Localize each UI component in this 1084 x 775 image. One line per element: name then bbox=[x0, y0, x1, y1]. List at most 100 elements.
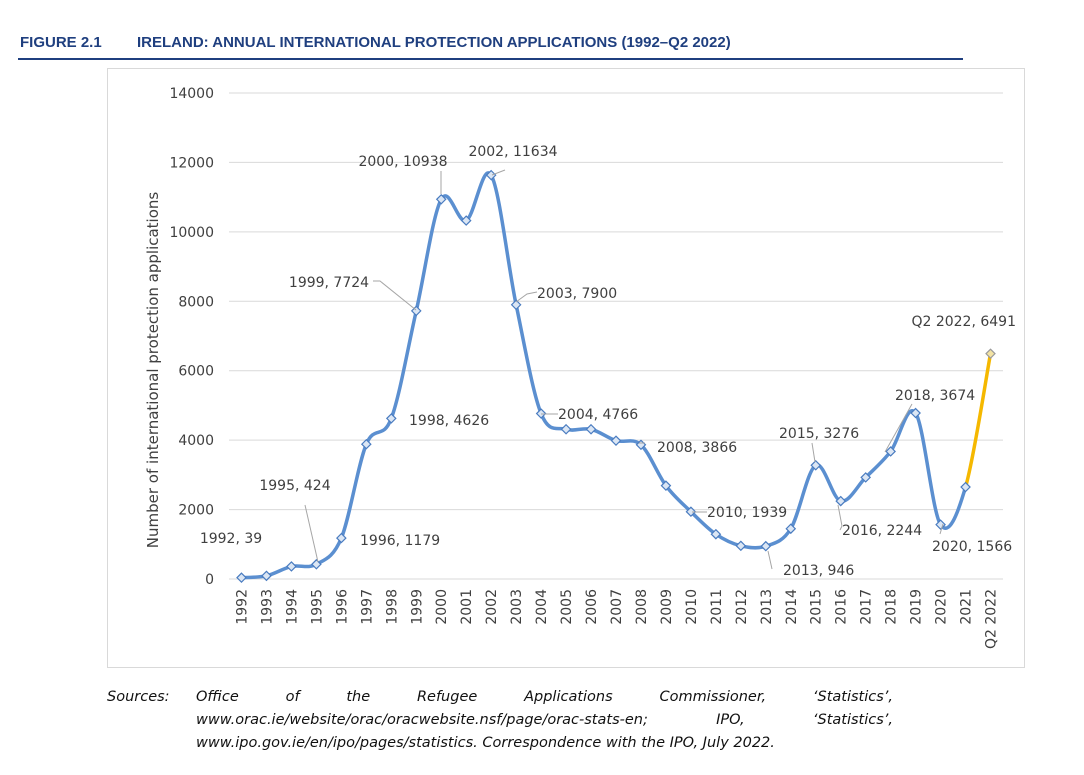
data-point-marker bbox=[236, 572, 247, 583]
data-label: 2020, 1566 bbox=[932, 539, 1012, 555]
x-tick-label: 2000 bbox=[434, 589, 450, 625]
data-point-marker bbox=[560, 423, 572, 435]
data-point-marker bbox=[910, 407, 921, 419]
x-tick-label: 1997 bbox=[359, 589, 375, 625]
data-label: 2016, 2244 bbox=[842, 523, 922, 539]
figure-title: IRELAND: ANNUAL INTERNATIONAL PROTECTION… bbox=[137, 34, 731, 51]
chart-frame bbox=[107, 68, 1025, 668]
figure-header: FIGURE 2.1 IRELAND: ANNUAL INTERNATIONAL… bbox=[18, 30, 963, 60]
data-label: 1996, 1179 bbox=[360, 533, 440, 549]
data-point-marker bbox=[610, 435, 622, 447]
x-tick-label: 2018 bbox=[884, 589, 900, 625]
data-label: 1998, 4626 bbox=[409, 413, 489, 429]
data-point-marker bbox=[935, 519, 946, 530]
y-axis-title: Number of international protection appli… bbox=[144, 192, 162, 549]
data-point-marker bbox=[685, 506, 697, 518]
data-label: 2010, 1939 bbox=[707, 505, 787, 521]
data-point-marker bbox=[435, 193, 447, 205]
x-tick-label: 2019 bbox=[909, 589, 925, 625]
sources-line: www.ipo.gov.ie/en/ipo/pages/statistics. … bbox=[196, 735, 775, 751]
x-tick-label: 1993 bbox=[259, 589, 275, 625]
data-label: 2000, 10938 bbox=[358, 154, 447, 170]
data-label: 2003, 7900 bbox=[537, 286, 617, 302]
data-label: 1999, 7724 bbox=[289, 275, 369, 291]
data-point-marker bbox=[860, 472, 872, 483]
line-chart: 0 2000 4000 6000 8000 10000 12000 14000 Number o… bbox=[144, 86, 1016, 649]
x-tick-label: 1999 bbox=[409, 589, 425, 625]
data-point-marker bbox=[985, 348, 996, 360]
data-label: 2008, 3866 bbox=[657, 440, 737, 456]
x-tick-label: 2005 bbox=[559, 589, 575, 625]
sources-label: Sources: bbox=[107, 689, 170, 705]
figure-number: FIGURE 2.1 bbox=[20, 34, 102, 51]
data-point-marker bbox=[286, 561, 297, 572]
data-point-marker bbox=[360, 438, 372, 450]
x-tick-label: 1994 bbox=[284, 589, 300, 625]
x-tick-label: 1995 bbox=[309, 589, 325, 625]
x-tick-label: 2015 bbox=[809, 589, 825, 625]
x-tick-label: 2004 bbox=[534, 589, 550, 625]
data-label: 1992, 39 bbox=[200, 531, 262, 547]
data-label: 2013, 946 bbox=[783, 563, 854, 579]
x-tick-label: 2009 bbox=[659, 589, 675, 625]
annotation-leader bbox=[373, 280, 417, 311]
x-tick-label: 2010 bbox=[684, 589, 700, 625]
x-tick-label: 2012 bbox=[734, 589, 750, 625]
y-tick-label: 4000 bbox=[178, 433, 214, 449]
data-point-marker bbox=[835, 495, 847, 507]
y-tick-label: 14000 bbox=[169, 86, 214, 102]
data-label: 2015, 3276 bbox=[779, 426, 859, 442]
annotation-leader bbox=[837, 504, 843, 531]
x-tick-label: 2017 bbox=[859, 589, 875, 625]
x-tick-label: 2006 bbox=[584, 589, 600, 625]
data-point-marker bbox=[585, 423, 597, 435]
data-point-marker bbox=[960, 481, 971, 493]
x-tick-label: 2011 bbox=[709, 589, 725, 625]
sources-line: Office of the Refugee Applications Commi… bbox=[196, 689, 893, 705]
data-point-marker bbox=[760, 540, 772, 552]
data-point-marker bbox=[785, 523, 797, 535]
series-line-highlight bbox=[963, 353, 993, 488]
annotation-leader bbox=[491, 169, 506, 176]
annotation-leader bbox=[767, 550, 773, 570]
x-tick-label: 2014 bbox=[784, 589, 800, 625]
y-tick-label: 12000 bbox=[169, 155, 214, 171]
data-label: Q2 2022, 6491 bbox=[911, 314, 1016, 330]
data-point-marker bbox=[385, 413, 397, 424]
sources-line: www.orac.ie/website/orac/oracwebsite.nsf… bbox=[196, 712, 893, 728]
x-tick-label: 2007 bbox=[609, 589, 625, 625]
data-point-marker bbox=[460, 215, 472, 226]
y-tick-label: 10000 bbox=[169, 225, 214, 241]
series-line bbox=[241, 171, 968, 580]
y-tick-label: 8000 bbox=[178, 294, 214, 310]
x-tick-label: 2003 bbox=[509, 589, 525, 625]
data-point-marker bbox=[810, 459, 822, 471]
annotation-leader bbox=[884, 403, 913, 453]
y-tick-label: 0 bbox=[205, 572, 214, 588]
data-label: 2002, 11634 bbox=[468, 144, 557, 160]
x-tick-label: 2008 bbox=[634, 589, 650, 625]
data-label: 2004, 4766 bbox=[558, 407, 638, 423]
x-tick-label: 2013 bbox=[759, 589, 775, 625]
data-point-marker bbox=[885, 446, 896, 457]
annotation-leader bbox=[811, 442, 816, 463]
data-point-marker bbox=[660, 480, 672, 492]
data-point-marker bbox=[735, 540, 747, 552]
x-tick-label: 1996 bbox=[334, 589, 350, 625]
data-point-marker bbox=[336, 532, 347, 544]
annotation-leader bbox=[304, 504, 319, 563]
x-tick-label: 2021 bbox=[959, 589, 975, 625]
data-label: 2018, 3674 bbox=[895, 388, 975, 404]
x-tick-label: 2020 bbox=[934, 589, 950, 625]
y-tick-label: 6000 bbox=[178, 364, 214, 380]
x-tick-label: 2002 bbox=[484, 589, 500, 625]
x-tick-label: 2001 bbox=[459, 589, 475, 625]
sources-text: Office of the Refugee Applications Commi… bbox=[196, 686, 893, 755]
data-point-marker bbox=[261, 570, 272, 582]
x-tick-label: Q2 2022 bbox=[984, 589, 1000, 649]
data-point-marker bbox=[311, 558, 322, 570]
annotation-leader bbox=[939, 523, 944, 535]
data-point-marker bbox=[710, 528, 722, 540]
data-point-marker bbox=[510, 299, 522, 311]
y-tick-label: 2000 bbox=[178, 503, 214, 519]
